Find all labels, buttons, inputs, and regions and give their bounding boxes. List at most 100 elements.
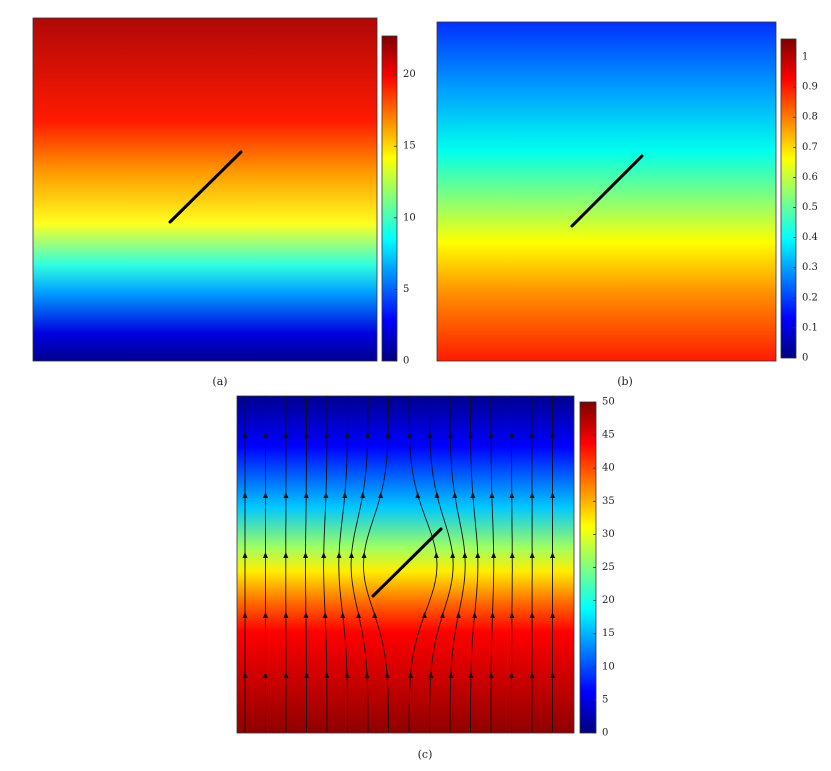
stream-arrow [468,432,474,438]
stream-arrow [336,552,342,558]
caption: (b) [617,375,633,388]
stream-arrow [262,552,268,558]
stream-arrow [283,672,289,678]
stream-arrow [509,492,515,498]
streamlines [242,395,556,733]
stream-arrow [452,492,458,498]
stream-arrow [490,612,496,618]
colorbar-tick-label: 0.1 [802,322,818,333]
stream-arrow [242,612,248,618]
colorbar-tick-label: 25 [602,562,615,573]
colorbar-tick-label: 0.9 [802,82,818,93]
stream-arrow [242,672,248,678]
stream-arrow [529,612,535,618]
crack [168,150,243,224]
stream-arrow [529,552,535,558]
stream-arrow [324,672,330,678]
stream-arrow [550,552,556,558]
colorbar-tick-label: 1 [802,52,808,63]
stream-arrow [344,432,350,438]
stream-arrow [489,492,495,498]
stream-arrow [283,612,289,618]
stream-arrow [440,612,446,618]
colorbar-tick-label: 10 [602,661,615,672]
colorbar-tick-label: 0.6 [802,172,818,183]
stream-arrow [303,612,309,618]
stream-arrow [283,492,289,498]
stream-arrow [344,672,350,678]
stream-arrow [407,432,413,438]
colorbar-tick-label: 30 [602,529,615,540]
stream-arrow [303,492,309,498]
colorbar-tick-label: 5 [403,284,409,295]
colorbar-tick-label: 10 [403,212,416,223]
colorbar-tick-label: 0 [602,728,608,739]
colorbar-tick-label: 50 [602,397,615,408]
stream-arrow [262,612,268,618]
colorbar-tick-label: 35 [602,496,615,507]
stream-arrow [427,432,433,438]
colorbar-tick-label: 15 [602,628,615,639]
stream-arrow [428,672,434,678]
colorbar [381,35,398,362]
stream-arrow [303,552,309,558]
stream-arrow [340,612,346,618]
stream-arrow [303,672,309,678]
stream-arrow [462,552,468,558]
stream-arrow [472,612,478,618]
stream-arrow [322,612,328,618]
stream-arrow [360,492,366,498]
stream-arrow [509,432,515,438]
stream-arrow [342,492,348,498]
crack [371,527,443,598]
stream-arrow [529,432,535,438]
crack [570,154,644,228]
colorbar-tick-label: 0 [802,353,808,364]
caption: (a) [212,375,227,388]
stream-arrow [434,492,440,498]
stream-arrow [550,672,556,678]
stream-arrow [455,612,461,618]
stream-arrow [242,552,248,558]
stream-arrow [448,672,454,678]
colorbar-tick-label: 0 [403,356,409,367]
stream-arrow [242,432,248,438]
colorbar-tick-label: 0.3 [802,262,818,273]
stream-arrow [529,492,535,498]
stream-arrow [550,612,556,618]
colorbar-tick-label: 20 [602,595,615,606]
stream-arrow [470,492,476,498]
stream-arrow [509,552,515,558]
stream-arrow [415,492,421,498]
colorbar-tick-label: 0.7 [802,142,818,153]
stream-arrow [364,672,370,678]
stream-arrow [283,432,289,438]
colorbar-tick-label: 0.8 [802,112,818,123]
caption: (c) [418,748,433,761]
stream-arrow [447,432,453,438]
stream-arrow [384,672,390,678]
stream-arrow [450,552,456,558]
stream-arrow [378,492,384,498]
stream-arrow [356,612,362,618]
stream-arrow [468,672,474,678]
stream-arrow [365,432,371,438]
stream-arrow [408,672,414,678]
stream-arrow [421,612,427,618]
colorbar-tick-label: 15 [403,141,416,152]
colorbar-tick-label: 0.4 [802,232,818,243]
stream-arrow [509,612,515,618]
stream-arrow [303,432,309,438]
stream-arrow [433,552,439,558]
stream-arrow [491,552,497,558]
stream-arrow [262,432,268,438]
stream-arrow [324,432,330,438]
stream-arrow [361,552,367,558]
stream-arrow [321,552,327,558]
stream-arrow [323,492,329,498]
colorbar-tick-label: 0.2 [802,292,818,303]
stream-arrow [509,672,515,678]
colorbar-tick-label: 0.5 [802,202,818,213]
stream-arrow [283,552,289,558]
